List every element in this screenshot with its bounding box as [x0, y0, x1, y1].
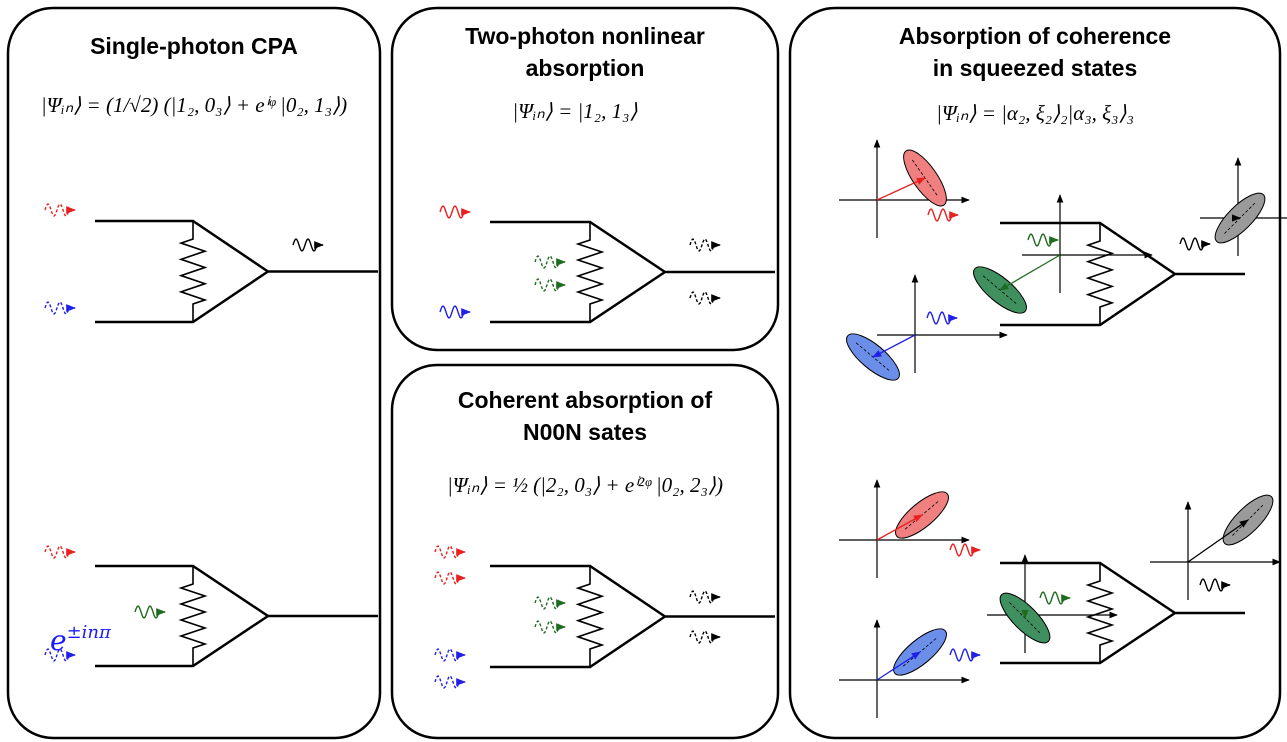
equation: |Ψᵢₙ⟩ = |α₂, ξ₂⟩₂|α₃, ξ₃⟩₃ [936, 101, 1134, 125]
panel-title: Single-photon CPA [90, 33, 298, 59]
diagram: Single-photon CPA Two-photon nonlinear a… [0, 0, 1287, 742]
equation: |Ψᵢₙ⟩ = (1/√2) (|1₂, 0₃⟩ + eⁱᵠ |0₂, 1₃⟩) [41, 93, 347, 117]
equation: |Ψᵢₙ⟩ = |1₂, 1₃⟩ [512, 99, 637, 123]
panel-title: Absorption of coherence [899, 23, 1171, 49]
phase-exponent: ±inπ [67, 622, 112, 643]
panel-title: Two-photon nonlinear [465, 23, 705, 49]
equation: |Ψᵢₙ⟩ = ½ (|2₂, 0₃⟩ + eⁱ²ᵠ |0₂, 2₃⟩) [447, 473, 723, 497]
panel-title: N00N sates [523, 419, 647, 445]
panel-title: in squeezed states [933, 55, 1138, 81]
panel-title: absorption [526, 55, 645, 81]
panel-title: Coherent absorption of [458, 387, 713, 413]
